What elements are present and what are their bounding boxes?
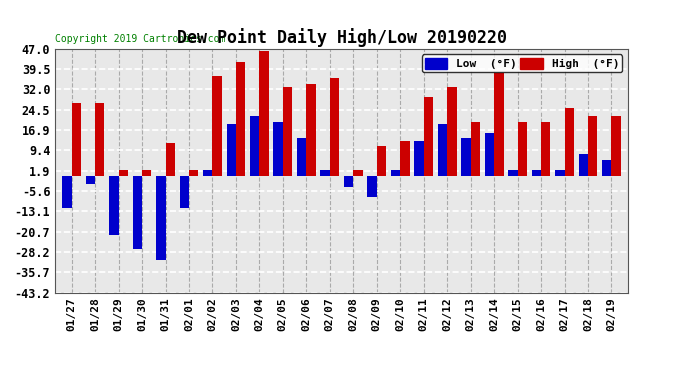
Bar <box>330 78 339 176</box>
Bar <box>555 170 564 176</box>
Bar <box>602 159 611 176</box>
Bar <box>471 122 480 176</box>
Bar <box>579 154 588 176</box>
Bar <box>119 170 128 176</box>
Bar <box>353 170 363 176</box>
Bar <box>400 141 410 176</box>
Bar <box>391 170 400 176</box>
Text: Copyright 2019 Cartronics.com: Copyright 2019 Cartronics.com <box>55 34 226 44</box>
Bar <box>494 73 504 176</box>
Bar <box>509 170 518 176</box>
Bar <box>283 87 293 176</box>
Bar <box>203 170 213 176</box>
Bar <box>588 116 598 176</box>
Bar <box>179 176 189 208</box>
Title: Dew Point Daily High/Low 20190220: Dew Point Daily High/Low 20190220 <box>177 28 506 47</box>
Bar <box>132 176 142 249</box>
Bar <box>189 170 199 176</box>
Bar <box>320 170 330 176</box>
Bar <box>156 176 166 260</box>
Bar <box>62 176 72 208</box>
Bar <box>367 176 377 197</box>
Legend: Low  (°F), High  (°F): Low (°F), High (°F) <box>422 54 622 72</box>
Bar <box>424 98 433 176</box>
Bar <box>166 143 175 176</box>
Bar <box>259 51 269 176</box>
Bar <box>518 122 527 176</box>
Bar <box>142 170 151 176</box>
Bar <box>236 62 246 176</box>
Bar <box>213 76 222 176</box>
Bar <box>72 103 81 176</box>
Bar <box>484 132 494 176</box>
Bar <box>461 138 471 176</box>
Bar <box>414 141 424 176</box>
Bar <box>541 122 551 176</box>
Bar <box>306 84 316 176</box>
Bar <box>532 170 541 176</box>
Bar <box>297 138 306 176</box>
Bar <box>95 103 104 176</box>
Bar <box>377 146 386 176</box>
Bar <box>611 116 621 176</box>
Bar <box>226 124 236 176</box>
Bar <box>273 122 283 176</box>
Bar <box>447 87 457 176</box>
Bar <box>344 176 353 187</box>
Bar <box>86 176 95 184</box>
Bar <box>437 124 447 176</box>
Bar <box>564 108 574 176</box>
Bar <box>250 116 259 176</box>
Bar <box>109 176 119 235</box>
